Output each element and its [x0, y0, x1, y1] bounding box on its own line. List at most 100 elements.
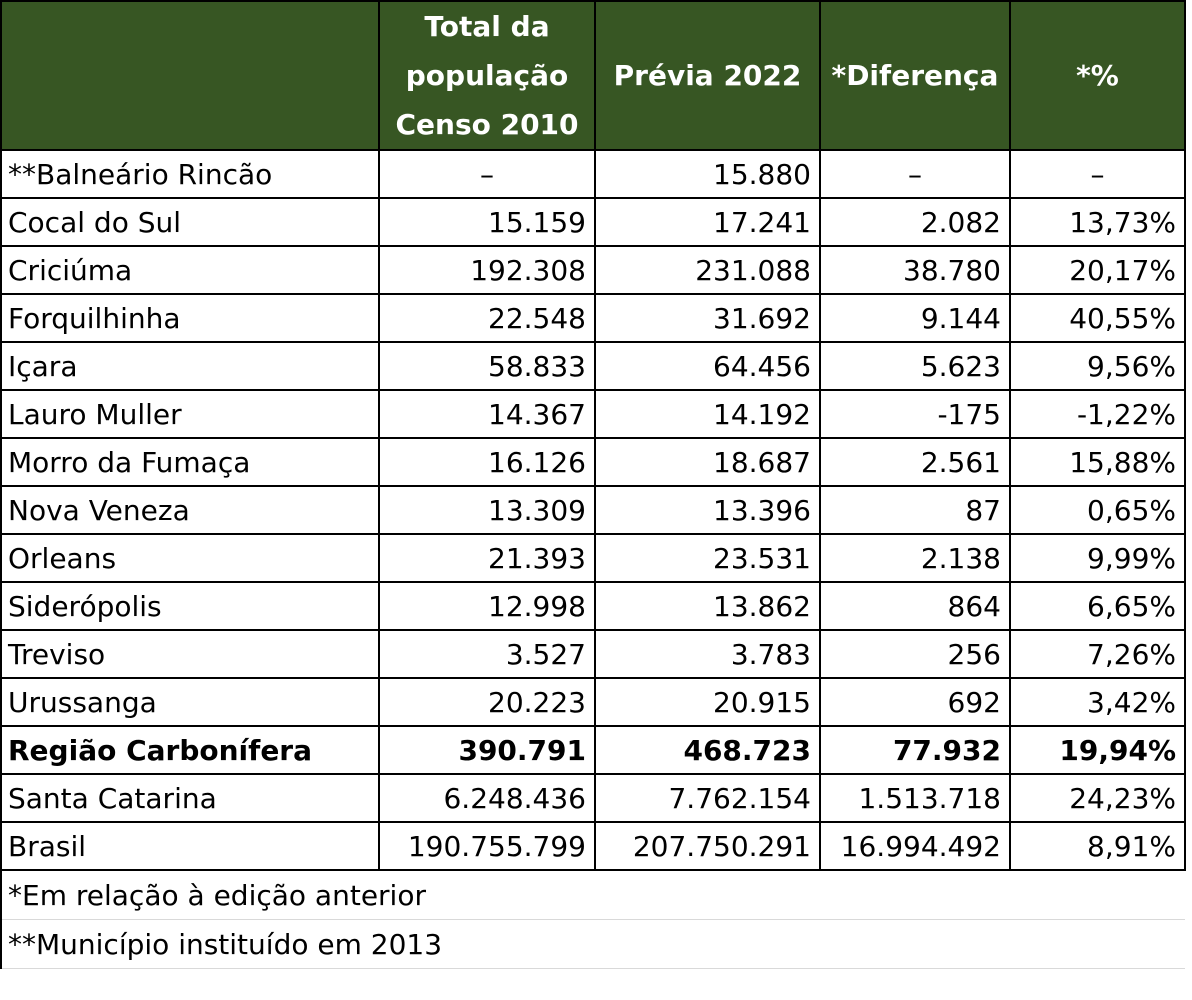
- percent-cell: 15,88%: [1009, 437, 1186, 487]
- header-censo-2010: Total da população Censo 2010: [378, 0, 596, 151]
- previa-2022-cell: 7.762.154: [594, 773, 821, 823]
- table-body: **Balneário Rincão –15.880– – Cocal do Sul 1…: [0, 149, 1186, 871]
- footnote: *Em relação à edição anterior: [0, 870, 1185, 920]
- header-percent: *%: [1009, 0, 1186, 151]
- previa-2022-cell: 231.088: [594, 245, 821, 295]
- censo-2010-cell: 192.308: [378, 245, 596, 295]
- municipality-cell: Santa Catarina: [0, 773, 380, 823]
- percent-cell: 24,23%: [1009, 773, 1186, 823]
- table-row: Lauro Muller 14.367 14.192 -175 -1,22%: [0, 389, 1186, 439]
- municipality-cell: Morro da Fumaça: [0, 437, 380, 487]
- table-row: Nova Veneza 13.309 13.396 87 0,65%: [0, 485, 1186, 535]
- diferenca-cell: 2.561: [819, 437, 1011, 487]
- percent-cell: 3,42%: [1009, 677, 1186, 727]
- municipality-cell: Forquilhinha: [0, 293, 380, 343]
- table-footnotes: *Em relação à edição anterior **Municípi…: [0, 870, 1185, 969]
- municipality-cell: Cocal do Sul: [0, 197, 380, 247]
- censo-2010-cell: 21.393: [378, 533, 596, 583]
- municipality-cell: Criciúma: [0, 245, 380, 295]
- municipality-cell: Brasil: [0, 821, 380, 871]
- percent-cell: 9,56%: [1009, 341, 1186, 391]
- header-diferenca: *Diferença: [819, 0, 1011, 151]
- censo-2010-cell: 16.126: [378, 437, 596, 487]
- table-row: Criciúma 192.308 231.088 38.780 20,17%: [0, 245, 1186, 295]
- previa-2022-cell: 468.723: [594, 725, 821, 775]
- previa-2022-cell: 64.456: [594, 341, 821, 391]
- previa-2022-cell: 13.862: [594, 581, 821, 631]
- percent-cell: -1,22%: [1009, 389, 1186, 439]
- percent-cell: 6,65%: [1009, 581, 1186, 631]
- municipality-cell: Lauro Muller: [0, 389, 380, 439]
- percent-cell: 9,99%: [1009, 533, 1186, 583]
- previa-2022-cell: 15.880: [594, 149, 821, 199]
- population-table: Total da população Censo 2010 Prévia 202…: [0, 0, 1186, 969]
- percent-cell: 13,73%: [1009, 197, 1186, 247]
- censo-2010-cell: 20.223: [378, 677, 596, 727]
- previa-2022-cell: 31.692: [594, 293, 821, 343]
- diferenca-cell: 87: [819, 485, 1011, 535]
- censo-2010-cell: 190.755.799: [378, 821, 596, 871]
- percent-cell: 7,26%: [1009, 629, 1186, 679]
- table-row: Cocal do Sul 15.159 17.241 2.082 13,73%: [0, 197, 1186, 247]
- diferenca-cell: 16.994.492: [819, 821, 1011, 871]
- diferenca-cell: 77.932: [819, 725, 1011, 775]
- table-row: **Balneário Rincão –15.880– –: [0, 149, 1186, 199]
- censo-2010-cell: 58.833: [378, 341, 596, 391]
- municipality-cell: Siderópolis: [0, 581, 380, 631]
- municipality-cell: Nova Veneza: [0, 485, 380, 535]
- municipality-cell: **Balneário Rincão: [0, 149, 380, 199]
- diferenca-cell: 38.780: [819, 245, 1011, 295]
- percent-cell: –: [1009, 149, 1186, 199]
- previa-2022-cell: 18.687: [594, 437, 821, 487]
- previa-2022-cell: 20.915: [594, 677, 821, 727]
- percent-cell: 8,91%: [1009, 821, 1186, 871]
- diferenca-cell: 2.138: [819, 533, 1011, 583]
- censo-2010-cell: 3.527: [378, 629, 596, 679]
- municipality-cell: Treviso: [0, 629, 380, 679]
- diferenca-cell: -175: [819, 389, 1011, 439]
- table-row: Morro da Fumaça 16.126 18.687 2.561 15,88%: [0, 437, 1186, 487]
- municipality-cell: Urussanga: [0, 677, 380, 727]
- diferenca-cell: 256: [819, 629, 1011, 679]
- percent-cell: 19,94%: [1009, 725, 1186, 775]
- censo-2010-cell: 13.309: [378, 485, 596, 535]
- previa-2022-cell: 13.396: [594, 485, 821, 535]
- percent-cell: 0,65%: [1009, 485, 1186, 535]
- table-header: Total da população Censo 2010 Prévia 202…: [0, 0, 1186, 151]
- censo-2010-cell: –: [378, 149, 596, 199]
- table-row: Forquilhinha 22.548 31.692 9.144 40,55%: [0, 293, 1186, 343]
- table-row: Região Carbonífera 390.791 468.723 77.932 19…: [0, 725, 1186, 775]
- censo-2010-cell: 22.548: [378, 293, 596, 343]
- previa-2022-cell: 17.241: [594, 197, 821, 247]
- censo-2010-cell: 390.791: [378, 725, 596, 775]
- footnote: **Município instituído em 2013: [0, 919, 1185, 969]
- percent-cell: 40,55%: [1009, 293, 1186, 343]
- table-row: Orleans 21.393 23.531 2.138 9,99%: [0, 533, 1186, 583]
- diferenca-cell: 9.144: [819, 293, 1011, 343]
- table-row: Urussanga 20.223 20.915 692 3,42%: [0, 677, 1186, 727]
- table-row: Brasil 190.755.799 207.750.291 16.994.492 8,…: [0, 821, 1186, 871]
- diferenca-cell: 864: [819, 581, 1011, 631]
- previa-2022-cell: 207.750.291: [594, 821, 821, 871]
- percent-cell: 20,17%: [1009, 245, 1186, 295]
- censo-2010-cell: 12.998: [378, 581, 596, 631]
- municipality-cell: Região Carbonífera: [0, 725, 380, 775]
- previa-2022-cell: 14.192: [594, 389, 821, 439]
- previa-2022-cell: 3.783: [594, 629, 821, 679]
- diferenca-cell: 2.082: [819, 197, 1011, 247]
- municipality-cell: Orleans: [0, 533, 380, 583]
- diferenca-cell: 1.513.718: [819, 773, 1011, 823]
- diferenca-cell: 5.623: [819, 341, 1011, 391]
- municipality-cell: Içara: [0, 341, 380, 391]
- diferenca-cell: 692: [819, 677, 1011, 727]
- censo-2010-cell: 15.159: [378, 197, 596, 247]
- table-row: Siderópolis 12.998 13.862 864 6,65%: [0, 581, 1186, 631]
- table-row: Içara 58.833 64.456 5.623 9,56%: [0, 341, 1186, 391]
- table-row: Treviso 3.527 3.783 256 7,26%: [0, 629, 1186, 679]
- previa-2022-cell: 23.531: [594, 533, 821, 583]
- censo-2010-cell: 6.248.436: [378, 773, 596, 823]
- censo-2010-cell: 14.367: [378, 389, 596, 439]
- table-row: Santa Catarina 6.248.436 7.762.154 1.513.71…: [0, 773, 1186, 823]
- diferenca-cell: –: [819, 149, 1011, 199]
- header-previa-2022: Prévia 2022: [594, 0, 821, 151]
